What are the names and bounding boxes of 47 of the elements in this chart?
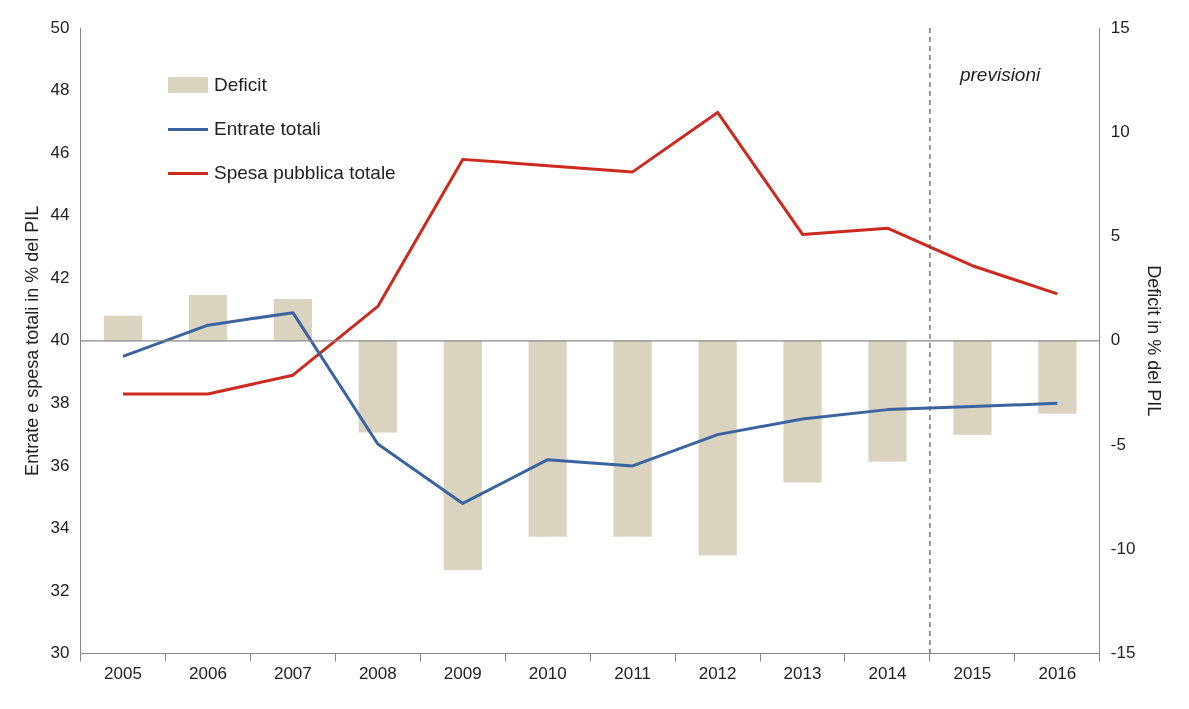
x-tick-label: 2016 (1038, 664, 1077, 684)
y-tick-label: 42 (50, 267, 70, 287)
bar (188, 294, 228, 341)
y2-tick-label: -5 (1110, 434, 1126, 454)
y-tick-label: 40 (50, 330, 70, 350)
x-tick-label: 2008 (358, 664, 397, 684)
y2-tick-label: 0 (1110, 330, 1121, 350)
y-tick-label: 38 (50, 393, 70, 413)
legend-label: Entrate totali (214, 117, 321, 141)
bar (783, 340, 822, 483)
bar (358, 340, 397, 433)
y-tick-label: 34 (50, 518, 70, 538)
x-tick-label: 2010 (528, 664, 567, 684)
bar (528, 340, 567, 537)
x-tick-label: 2006 (189, 664, 227, 684)
x-tick-label: 2013 (783, 664, 822, 684)
bar (868, 340, 907, 462)
x-tick-label: 2012 (698, 664, 737, 684)
y-tick-label: 50 (50, 17, 70, 37)
y-tick-label: 36 (50, 455, 70, 475)
bar (613, 340, 652, 537)
y2-tick-label: 10 (1110, 121, 1130, 141)
legend-label: Deficit (214, 73, 267, 97)
x-tick-label: 2014 (868, 664, 907, 684)
y2-tick-label: 5 (1110, 226, 1121, 246)
legend-label: Spesa pubblica totale (214, 161, 396, 185)
bar (443, 340, 482, 571)
y2-axis-title: Deficit in % del PIL (1144, 265, 1165, 417)
y2-tick-label: -15 (1110, 643, 1136, 663)
y2-tick-label: -10 (1110, 539, 1136, 559)
bar (103, 315, 143, 341)
x-tick-label: 2009 (443, 664, 482, 684)
x-tick-label: 2005 (104, 664, 142, 684)
bar (1038, 340, 1077, 414)
y-axis-title: Entrate e spesa totali in % del PIL (21, 205, 42, 476)
y-tick-label: 46 (50, 142, 70, 162)
bar (698, 340, 737, 556)
x-tick-label: 2011 (614, 664, 651, 684)
y-tick-label: 32 (50, 580, 70, 600)
x-tick-label: 2015 (953, 664, 992, 684)
x-tick-label: 2007 (273, 664, 312, 684)
y-tick-label: 48 (50, 80, 70, 100)
ref-line-label: previsioni (958, 63, 1041, 85)
y-tick-label: 30 (50, 643, 70, 663)
bar (953, 340, 992, 435)
y-tick-label: 44 (50, 205, 70, 225)
y2-tick-label: 15 (1110, 17, 1130, 37)
